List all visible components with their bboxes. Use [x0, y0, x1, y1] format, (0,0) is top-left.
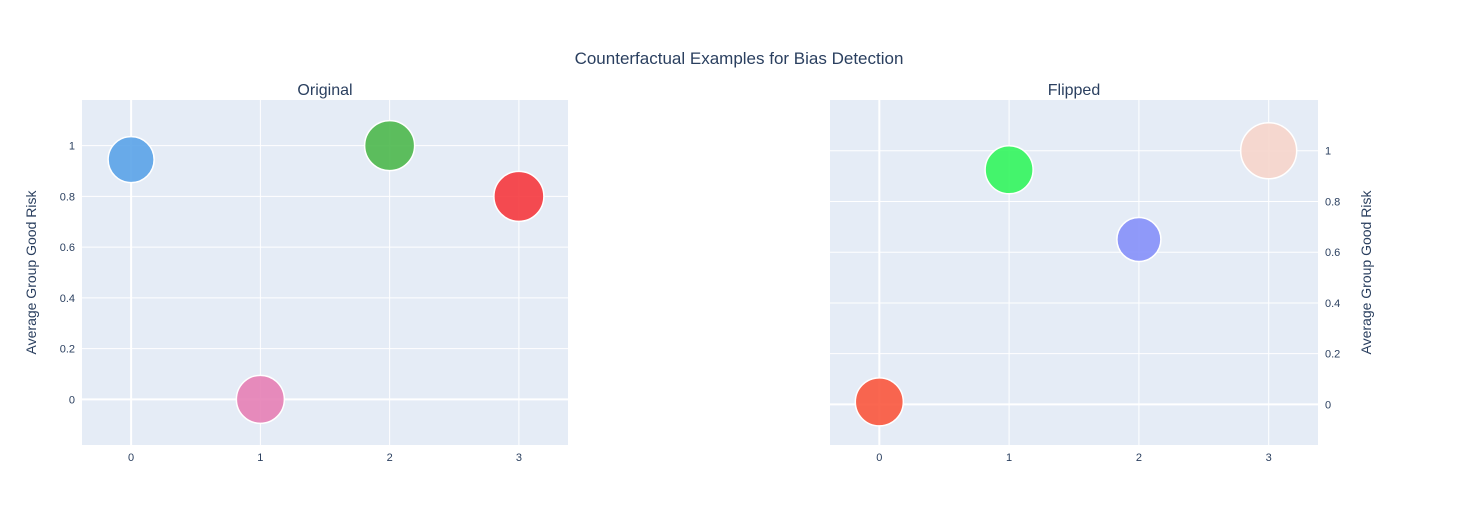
panel1-y-tick-label-5: 1 [69, 141, 75, 153]
panel1-plot-area [82, 100, 568, 445]
panel2-y-tick-label-5: 1 [1325, 146, 1331, 158]
panel2-y-tick-label-1: 0.2 [1325, 349, 1340, 361]
panel2-marker-1[interactable] [984, 145, 1034, 195]
chart-title: Counterfactual Examples for Bias Detecti… [575, 49, 904, 68]
panel2-x-tick-label-0: 0 [876, 452, 882, 464]
panel1-marker-1[interactable] [235, 374, 286, 425]
panel2-group: 0 1 2 3 0 0.2 0.4 0.6 0.8 1 Average Group Good Ris… [830, 82, 1374, 464]
panel1-marker-2[interactable] [363, 119, 416, 172]
panel2-marker-2[interactable] [1116, 216, 1162, 263]
panel2-y-tick-label-0: 0 [1325, 399, 1331, 411]
panel2-y-axis-title: Average Group Good Risk [1358, 190, 1374, 355]
panel2-y-tick-label-4: 0.8 [1325, 196, 1340, 208]
panel1-marker-3[interactable] [493, 170, 545, 223]
panel1-y-tick-label-3: 0.6 [60, 242, 75, 254]
panel2-marker-0[interactable] [854, 377, 905, 427]
panel2-y-tick-label-2: 0.4 [1325, 298, 1340, 310]
panel1-y-tick-label-0: 0 [69, 394, 75, 406]
panel1-y-axis-title: Average Group Good Risk [23, 190, 39, 355]
panel1-x-tick-label-1: 1 [257, 452, 263, 464]
panel1-x-tick-label-0: 0 [128, 452, 134, 464]
panel1-y-tick-label-4: 0.8 [60, 191, 75, 203]
panel2-plot-area [830, 100, 1318, 445]
panel2-x-tick-label-2: 2 [1136, 452, 1142, 464]
panel1-x-tick-label-2: 2 [387, 452, 393, 464]
panel2-x-tick-label-1: 1 [1006, 452, 1012, 464]
panel1-x-tick-label-3: 3 [516, 452, 522, 464]
panel2-x-tick-label-3: 3 [1266, 452, 1272, 464]
panel1-y-tick-label-1: 0.2 [60, 344, 75, 356]
panel1-subtitle: Original [297, 82, 352, 99]
panel1-marker-0[interactable] [107, 135, 155, 184]
panel1-group: 0 1 2 3 0 0.2 0.4 0.6 0.8 1 Average Group Good Ris… [23, 82, 568, 464]
panel2-y-tick-label-3: 0.6 [1325, 247, 1340, 259]
panel1-y-tick-label-2: 0.4 [60, 293, 75, 305]
panel2-subtitle: Flipped [1048, 82, 1100, 99]
panel2-marker-3[interactable] [1239, 121, 1298, 180]
